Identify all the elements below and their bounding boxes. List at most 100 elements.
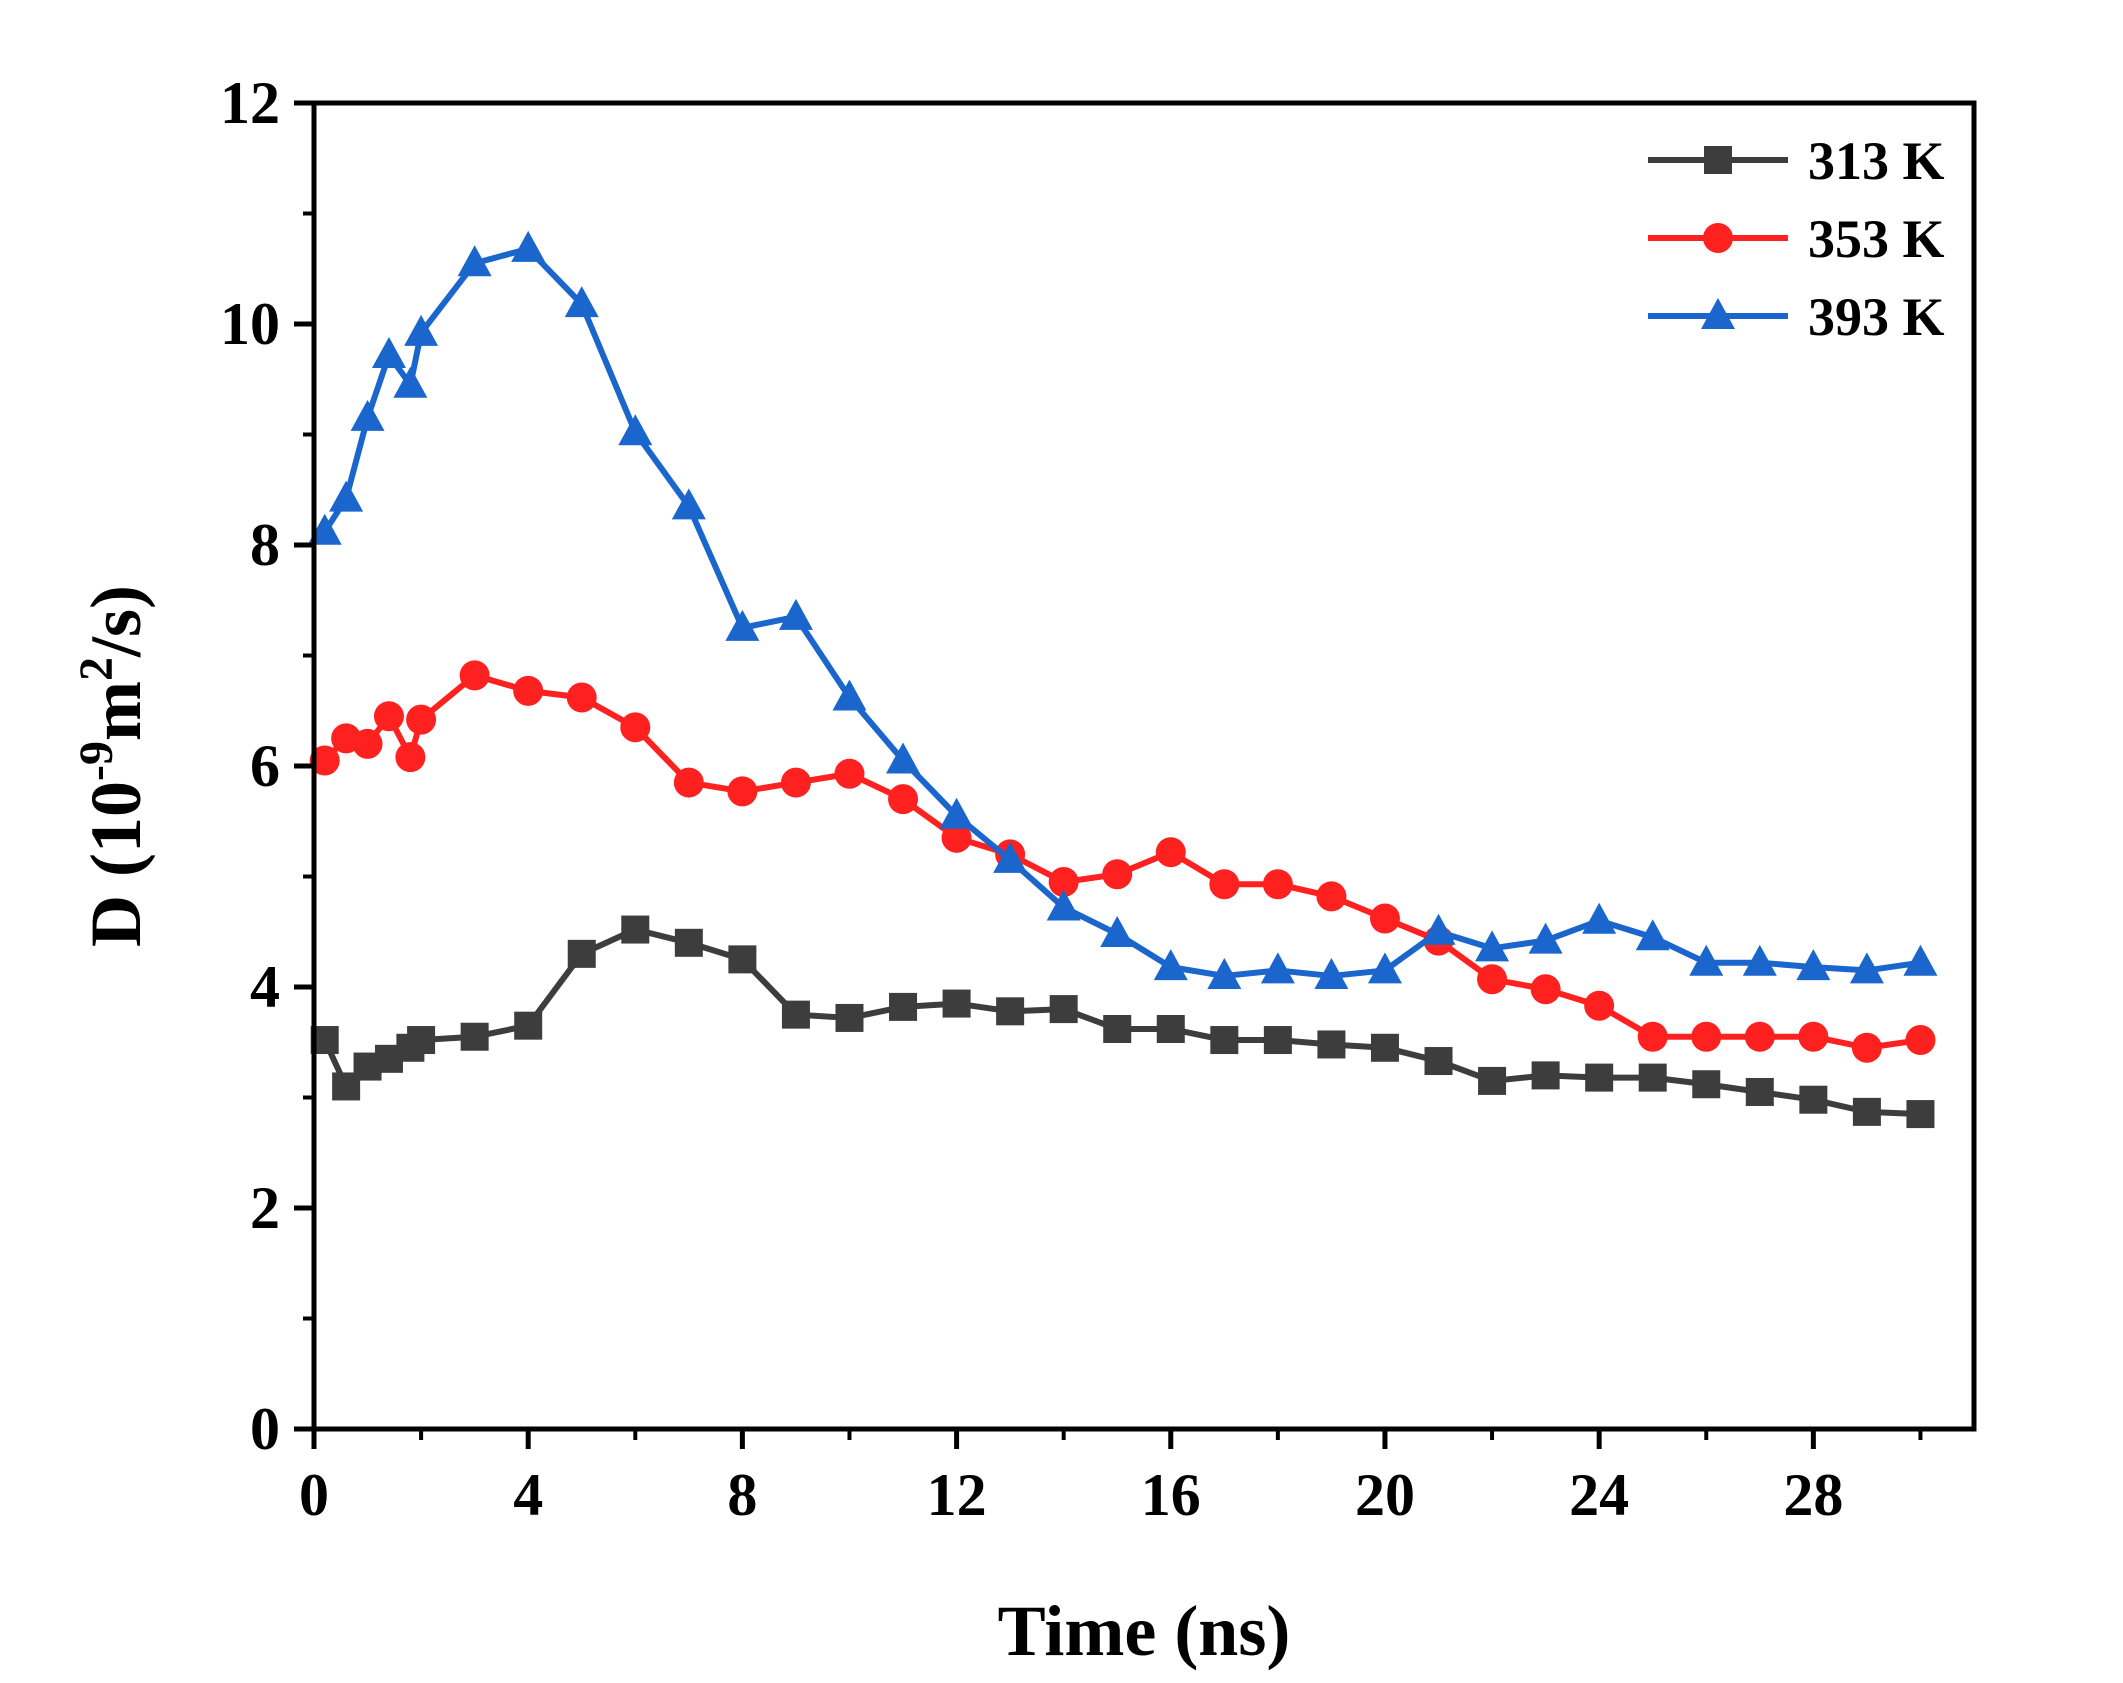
data-point	[886, 742, 921, 774]
data-point	[1314, 957, 1349, 989]
data-point	[674, 928, 703, 957]
data-point	[673, 767, 704, 798]
legend-label: 313 K	[1808, 131, 1945, 191]
data-point	[350, 399, 385, 431]
x-tick-label: 0	[299, 1462, 329, 1528]
data-point	[514, 1011, 543, 1040]
data-point	[1478, 1066, 1507, 1095]
data-point	[1906, 1100, 1935, 1129]
series-line	[322, 245, 1921, 979]
data-point	[621, 915, 650, 944]
data-point	[728, 945, 757, 974]
series-1	[309, 660, 1936, 1063]
data-point	[1635, 919, 1670, 951]
data-point	[832, 679, 867, 711]
data-point	[1369, 903, 1400, 934]
data-point	[996, 997, 1025, 1026]
data-point	[781, 1000, 810, 1029]
data-point	[939, 797, 974, 829]
legend-marker	[1703, 223, 1733, 253]
data-point	[1155, 837, 1186, 868]
data-point	[1262, 869, 1293, 900]
data-point	[1531, 1061, 1560, 1090]
data-point	[567, 939, 596, 968]
data-point	[1742, 944, 1777, 976]
data-point	[566, 682, 597, 713]
y-tick-label: 4	[250, 954, 280, 1020]
data-point	[1046, 889, 1081, 921]
data-point	[1744, 1021, 1775, 1052]
data-point	[1103, 1014, 1132, 1043]
data-point	[1745, 1077, 1774, 1106]
data-point	[459, 660, 490, 691]
data-point	[1582, 902, 1617, 934]
y-tick-label: 2	[250, 1175, 280, 1241]
y-tick-label: 0	[250, 1396, 280, 1462]
legend-item: 353 K	[1648, 209, 1945, 269]
legend-item: 313 K	[1648, 131, 1945, 191]
x-tick-label: 8	[727, 1462, 757, 1528]
data-point	[888, 784, 919, 815]
data-point	[1798, 1021, 1829, 1052]
data-point	[1049, 995, 1078, 1024]
data-point	[834, 758, 865, 789]
data-point	[942, 989, 971, 1018]
data-point	[1637, 1021, 1668, 1052]
x-tick-label: 4	[513, 1462, 543, 1528]
data-point	[511, 230, 546, 262]
data-point	[1689, 944, 1724, 976]
data-point	[460, 1022, 489, 1051]
legend-marker	[1701, 298, 1735, 329]
data-point	[1691, 1021, 1722, 1052]
data-point	[1475, 930, 1510, 962]
data-point	[1316, 881, 1347, 912]
data-point	[1638, 1063, 1667, 1092]
data-point	[1207, 957, 1242, 989]
data-point	[1209, 869, 1240, 900]
data-point	[1796, 949, 1831, 981]
data-point	[1530, 974, 1561, 1005]
data-point	[513, 675, 544, 706]
data-point	[1421, 913, 1456, 945]
y-axis-title: D (10-9m2/s)	[70, 585, 156, 947]
data-point	[1585, 1063, 1614, 1092]
series-0	[310, 915, 1935, 1129]
data-point	[373, 701, 404, 732]
data-point	[1156, 1014, 1185, 1043]
data-point	[1692, 1070, 1721, 1099]
data-point	[404, 314, 439, 346]
data-point	[941, 822, 972, 853]
data-point	[1849, 952, 1884, 984]
data-point	[889, 992, 918, 1021]
data-point	[395, 742, 426, 773]
data-point	[1370, 1033, 1399, 1062]
x-tick-label: 16	[1141, 1462, 1201, 1528]
data-point	[1367, 952, 1402, 984]
data-point	[329, 480, 364, 512]
x-tick-label: 24	[1569, 1462, 1629, 1528]
data-point	[1851, 1032, 1882, 1063]
data-point	[371, 336, 406, 368]
data-point	[727, 776, 758, 807]
data-point	[1260, 952, 1295, 984]
data-point	[1263, 1026, 1292, 1055]
legend-marker	[1704, 146, 1732, 174]
data-point	[393, 366, 428, 398]
x-axis-title: Time (ns)	[998, 1591, 1291, 1671]
legend-item: 393 K	[1648, 287, 1945, 347]
series-line	[321, 926, 1921, 1118]
data-point	[725, 609, 760, 641]
data-point	[564, 286, 599, 318]
legend: 313 K 353 K 393 K	[1648, 131, 1945, 347]
y-tick-label: 6	[250, 733, 280, 799]
data-point	[309, 745, 340, 776]
data-point	[1100, 915, 1135, 947]
data-point	[406, 704, 437, 735]
y-tick-label: 8	[250, 512, 280, 578]
data-point	[1102, 859, 1133, 890]
data-point	[778, 598, 813, 630]
data-point	[780, 767, 811, 798]
data-point	[1153, 949, 1188, 981]
data-point	[1317, 1030, 1346, 1059]
